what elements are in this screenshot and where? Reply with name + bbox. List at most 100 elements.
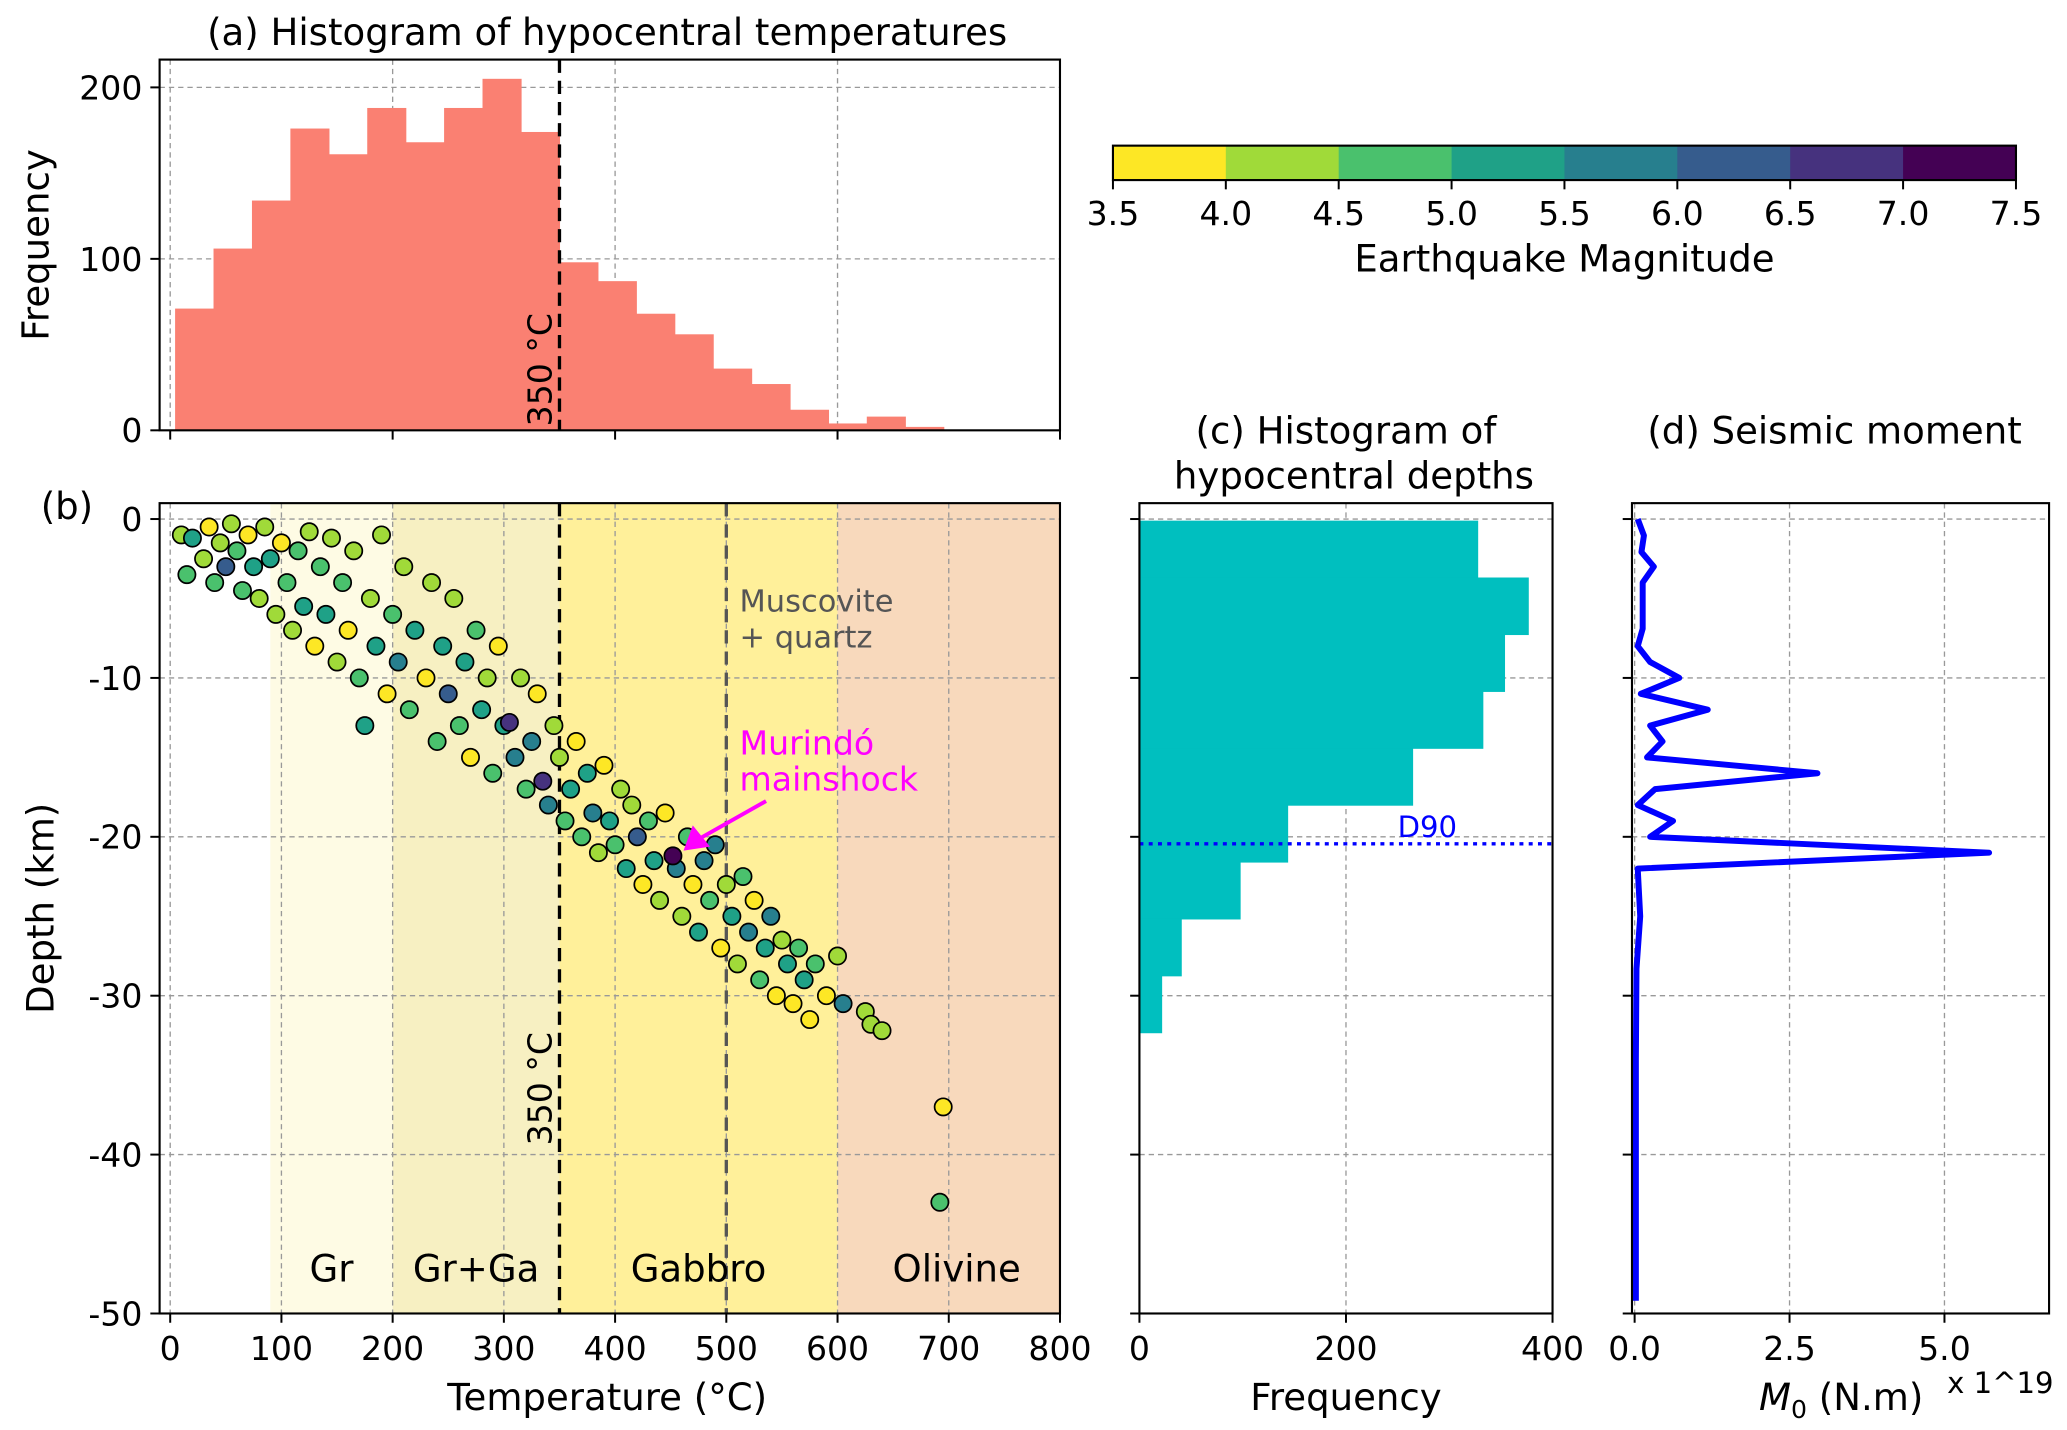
earthquake-point xyxy=(694,851,714,871)
earthquake-point xyxy=(194,549,214,569)
earthquake-point xyxy=(605,835,625,855)
histogram-bar xyxy=(290,128,330,431)
earthquake-point xyxy=(538,795,558,815)
earthquake-point xyxy=(416,668,436,688)
earthquake-point xyxy=(783,994,803,1014)
x-tick-label: 600 xyxy=(806,1329,869,1368)
y-tick-label: -20 xyxy=(88,818,142,857)
earthquake-point xyxy=(327,652,347,672)
panel-c-title-line2: hypocentral depths xyxy=(1174,455,1534,498)
depth-histogram-bar xyxy=(1139,691,1484,749)
earthquake-point xyxy=(739,922,759,942)
earthquake-point xyxy=(333,573,353,593)
y-tick-label: -40 xyxy=(88,1136,142,1175)
earthquake-point xyxy=(744,890,764,910)
depth-histogram-bar xyxy=(1139,861,1241,920)
zone-label: Olivine xyxy=(893,1248,1021,1291)
zone-label: Gr+Ga xyxy=(413,1248,539,1291)
earthquake-point xyxy=(733,867,753,887)
panel-b-frame xyxy=(158,502,1062,1315)
earthquake-point xyxy=(933,1097,953,1117)
earthquake-point xyxy=(655,803,675,823)
histogram-bar xyxy=(828,423,868,431)
colorbar-segment xyxy=(1903,145,2017,181)
earthquake-point xyxy=(288,541,308,561)
earthquake-point xyxy=(633,875,653,894)
colorbar-tick-label: 5.5 xyxy=(1538,194,1591,233)
earthquake-point xyxy=(249,589,269,608)
histogram-bar xyxy=(636,313,676,431)
earthquake-point xyxy=(360,589,380,608)
depth-histogram-bar xyxy=(1139,805,1289,863)
earthquake-point xyxy=(433,636,453,656)
earthquake-point xyxy=(638,811,658,831)
zone-2 xyxy=(559,503,838,1314)
depth-histogram-bar xyxy=(1139,975,1163,1034)
earthquake-point xyxy=(438,684,458,704)
earthquake-point xyxy=(627,827,647,847)
earthquake-point xyxy=(383,604,403,624)
earthquake-point xyxy=(828,946,848,966)
colorbar-segment xyxy=(1112,145,1227,181)
panel-d-xlabel: M0 (N.m) xyxy=(1759,1376,1923,1424)
earthquake-point xyxy=(930,1192,950,1212)
earthquake-point xyxy=(833,994,853,1014)
x-tick-label: 400 xyxy=(584,1329,647,1368)
zone-3 xyxy=(837,503,1060,1314)
earthquake-point xyxy=(355,716,375,736)
zone-label: Gabbro xyxy=(631,1248,767,1291)
earthquake-point xyxy=(294,596,314,616)
earthquake-point xyxy=(672,906,692,926)
histogram-bar xyxy=(713,368,753,431)
colorbar-tick-label: 4.0 xyxy=(1200,194,1253,233)
earthquake-point xyxy=(505,747,525,767)
earthquake-point xyxy=(800,1010,820,1030)
earthquake-point xyxy=(227,541,247,561)
y-tick-label: -10 xyxy=(88,659,142,698)
colorbar-segment xyxy=(1225,145,1340,181)
depth-histogram-bar xyxy=(1139,748,1414,806)
histogram-bar xyxy=(444,107,484,431)
mainshock-arrow xyxy=(698,799,768,841)
histogram-bar xyxy=(251,200,292,431)
earthquake-point xyxy=(244,557,264,577)
x-tick-label: 200 xyxy=(1314,1329,1377,1368)
histogram-bar xyxy=(520,131,561,431)
depth-histogram-bar xyxy=(1139,634,1506,692)
earthquake-point xyxy=(650,890,670,910)
panel-b-ylabel: Depth (km) xyxy=(20,803,63,1014)
panel-a-350-label: 350 °C xyxy=(521,313,560,426)
panel-b-350-label: 350 °C xyxy=(521,1032,560,1145)
earthquake-point xyxy=(394,557,414,577)
panel-a-ylabel: Frequency xyxy=(14,149,57,340)
muscovite-label-line1: Muscovite xyxy=(740,585,894,620)
earthquake-point xyxy=(277,573,297,593)
earthquake-point xyxy=(472,700,492,720)
xlabel-m: M xyxy=(1759,1376,1791,1419)
panel-d-frame xyxy=(1630,502,2051,1315)
mainshock-label-line1: Murindó xyxy=(740,724,875,763)
colorbar-tick-label: 3.5 xyxy=(1087,194,1140,233)
histogram-bar xyxy=(597,281,637,431)
panel-b-temperature-depth-scatter: Muscovite + quartz 350 °C Murindó mainsh… xyxy=(20,485,1092,1419)
earthquake-point xyxy=(766,986,786,1006)
colorbar-tick-label: 7.0 xyxy=(1877,194,1930,233)
earthquake-point xyxy=(611,779,631,799)
earthquake-point xyxy=(588,843,608,863)
histogram-bar xyxy=(559,262,599,431)
panel-c-xlabel: Frequency xyxy=(1250,1376,1441,1419)
panel-c-frame xyxy=(1138,502,1554,1315)
xlabel-sub: 0 xyxy=(1791,1395,1807,1424)
depth-histogram-bar xyxy=(1139,577,1529,636)
earthquake-point xyxy=(550,747,569,767)
earthquake-point xyxy=(555,811,575,831)
earthquake-point xyxy=(794,970,814,990)
colorbar-frame xyxy=(1111,144,2018,182)
panel-c-title-line1: (c) Histogram of xyxy=(1196,410,1498,453)
earthquake-point xyxy=(422,573,442,593)
earthquake-point xyxy=(533,771,553,791)
panel-d-offset-text: x 1^19 xyxy=(1947,1366,2053,1400)
histogram-bar xyxy=(213,248,253,431)
earthquake-point xyxy=(600,811,619,831)
